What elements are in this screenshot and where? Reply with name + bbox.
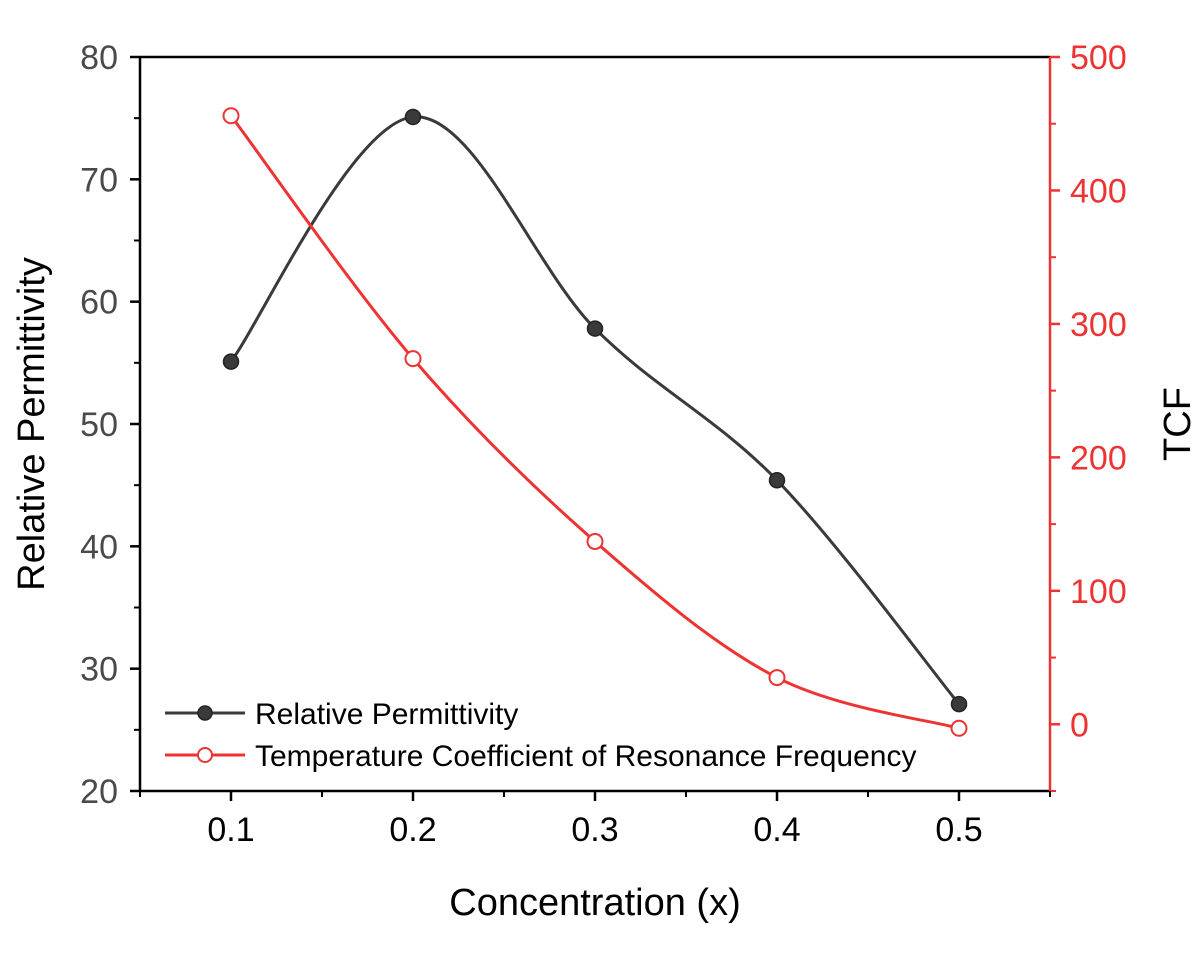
data-point-relative-permittivity xyxy=(768,472,786,489)
series-lines xyxy=(229,114,961,730)
y2-tick-label: 300 xyxy=(1070,306,1127,344)
y2-tick-label: 0 xyxy=(1070,706,1089,744)
data-point-tcf xyxy=(404,350,422,368)
x-axis-title: Concentration (x) xyxy=(449,882,740,924)
data-point-tcf xyxy=(222,107,240,125)
series-line-tcf xyxy=(229,114,960,730)
y-tick-label: 50 xyxy=(80,406,118,444)
y-tick-label: 30 xyxy=(80,651,118,689)
legend-entry-tcf: Temperature Coefficient of Resonance Fre… xyxy=(165,740,916,773)
legend-label-relative-permittivity: Relative Permittivity xyxy=(255,698,518,731)
y-tick-label: 80 xyxy=(80,39,118,77)
y2-tick-label: 100 xyxy=(1070,573,1127,611)
series-line-relative-permittivity xyxy=(229,115,961,706)
y2-tick-label: 400 xyxy=(1070,172,1127,210)
data-point-relative-permittivity xyxy=(222,353,240,370)
y-tick-label: 60 xyxy=(80,284,118,322)
y-axis-title: Relative Permittivity xyxy=(11,257,53,591)
x-tick-label: 0.3 xyxy=(571,811,618,849)
legend-marker-tcf xyxy=(197,747,213,763)
y2-tick-label: 500 xyxy=(1070,39,1127,77)
y2-axis-title: TCF xyxy=(1157,387,1199,461)
y-tick-label: 20 xyxy=(80,773,118,811)
x-tick-label: 0.5 xyxy=(935,811,982,849)
data-point-tcf xyxy=(768,669,786,687)
legend-label-tcf: Temperature Coefficient of Resonance Fre… xyxy=(255,740,916,773)
series-points xyxy=(222,107,968,737)
x-tick-label: 0.1 xyxy=(207,811,254,849)
ticks: 20 30 40 50 60 70 80 0 100 200 300 400 500 0.1 0.2 0.3 0… xyxy=(80,39,1127,849)
data-point-tcf xyxy=(586,532,604,550)
data-point-relative-permittivity xyxy=(404,108,422,126)
data-point-relative-permittivity xyxy=(950,695,968,713)
y-tick-label: 40 xyxy=(80,528,118,566)
x-tick-label: 0.4 xyxy=(753,811,800,849)
y-tick-label: 70 xyxy=(80,161,118,199)
legend-marker-relative-permittivity xyxy=(197,705,213,721)
data-point-tcf xyxy=(950,719,968,737)
y2-tick-label: 200 xyxy=(1070,439,1127,477)
legend: Relative Permittivity Temperature Coeffi… xyxy=(165,698,916,773)
axes xyxy=(138,55,1052,793)
legend-entry-relative-permittivity: Relative Permittivity xyxy=(165,698,518,731)
data-point-relative-permittivity xyxy=(586,320,604,337)
x-tick-label: 0.2 xyxy=(389,811,436,849)
